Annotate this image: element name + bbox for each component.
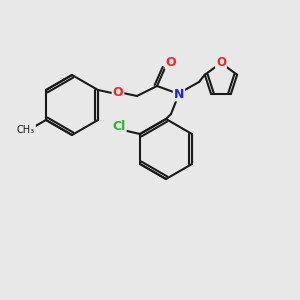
Text: CH₃: CH₃ [17, 125, 35, 135]
Text: N: N [174, 88, 184, 100]
Text: O: O [216, 56, 226, 70]
Text: O: O [113, 86, 123, 100]
Text: Cl: Cl [112, 121, 126, 134]
Text: O: O [166, 56, 176, 68]
